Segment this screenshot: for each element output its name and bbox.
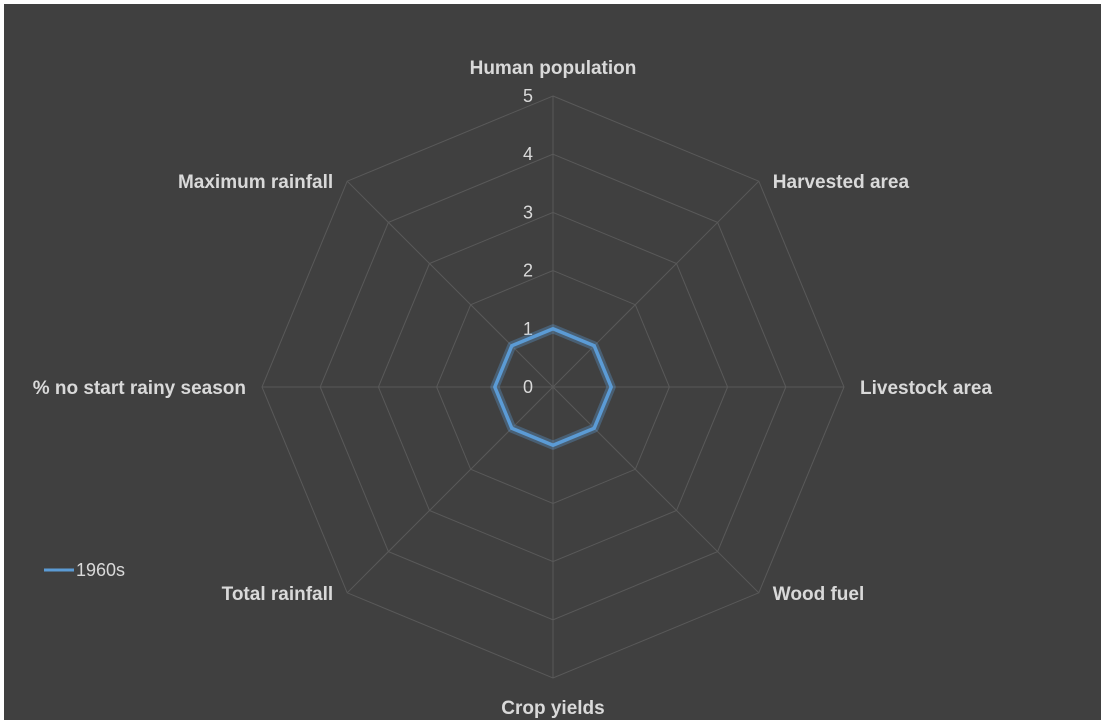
spoke-7 <box>346 180 554 388</box>
series-layer <box>490 324 616 450</box>
spoke-3 <box>552 386 760 594</box>
legend-label-0: 1960s <box>76 560 125 580</box>
series-line-0 <box>493 327 613 447</box>
tick-label-4: 4 <box>523 144 533 164</box>
spoke-layer <box>262 96 844 678</box>
category-label-6: % no start rainy season <box>33 378 246 399</box>
chart-area: 0 1 2 3 4 5 Human population Harvested area Liv… <box>4 4 1101 720</box>
spoke-5 <box>346 386 554 594</box>
tick-label-5: 5 <box>523 86 533 106</box>
radar-chart: 0 1 2 3 4 5 Human population Harvested area Liv… <box>33 58 993 719</box>
spoke-1 <box>552 180 760 388</box>
category-labels: Human population Harvested area Livestock … <box>33 58 993 719</box>
category-label-3: Wood fuel <box>773 584 864 605</box>
tick-layer: 0 1 2 3 4 5 <box>523 86 533 397</box>
category-label-2: Livestock area <box>860 378 992 399</box>
legend[interactable]: 1960s <box>44 560 125 580</box>
category-label-0: Human population <box>470 58 637 79</box>
category-label-4: Crop yields <box>501 698 604 719</box>
category-label-1: Harvested area <box>773 172 910 193</box>
tick-label-1: 1 <box>523 319 533 339</box>
category-label-7: Maximum rainfall <box>178 172 333 193</box>
tick-label-0: 0 <box>523 377 533 397</box>
tick-label-2: 2 <box>523 261 533 281</box>
tick-label-3: 3 <box>523 202 533 222</box>
category-label-5: Total rainfall <box>222 584 334 605</box>
